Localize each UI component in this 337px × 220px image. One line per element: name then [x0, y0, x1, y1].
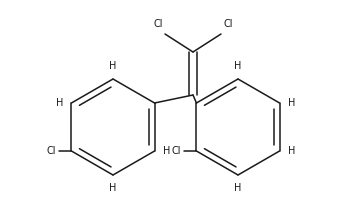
Text: H: H [109, 61, 117, 71]
Text: Cl: Cl [223, 19, 233, 29]
Text: H: H [109, 183, 117, 193]
Text: Cl: Cl [47, 146, 56, 156]
Text: H: H [162, 146, 170, 156]
Text: H: H [287, 146, 295, 156]
Text: H: H [234, 61, 242, 71]
Text: H: H [234, 183, 242, 193]
Text: H: H [56, 98, 63, 108]
Text: H: H [287, 98, 295, 108]
Text: Cl: Cl [153, 19, 163, 29]
Text: Cl: Cl [172, 146, 181, 156]
